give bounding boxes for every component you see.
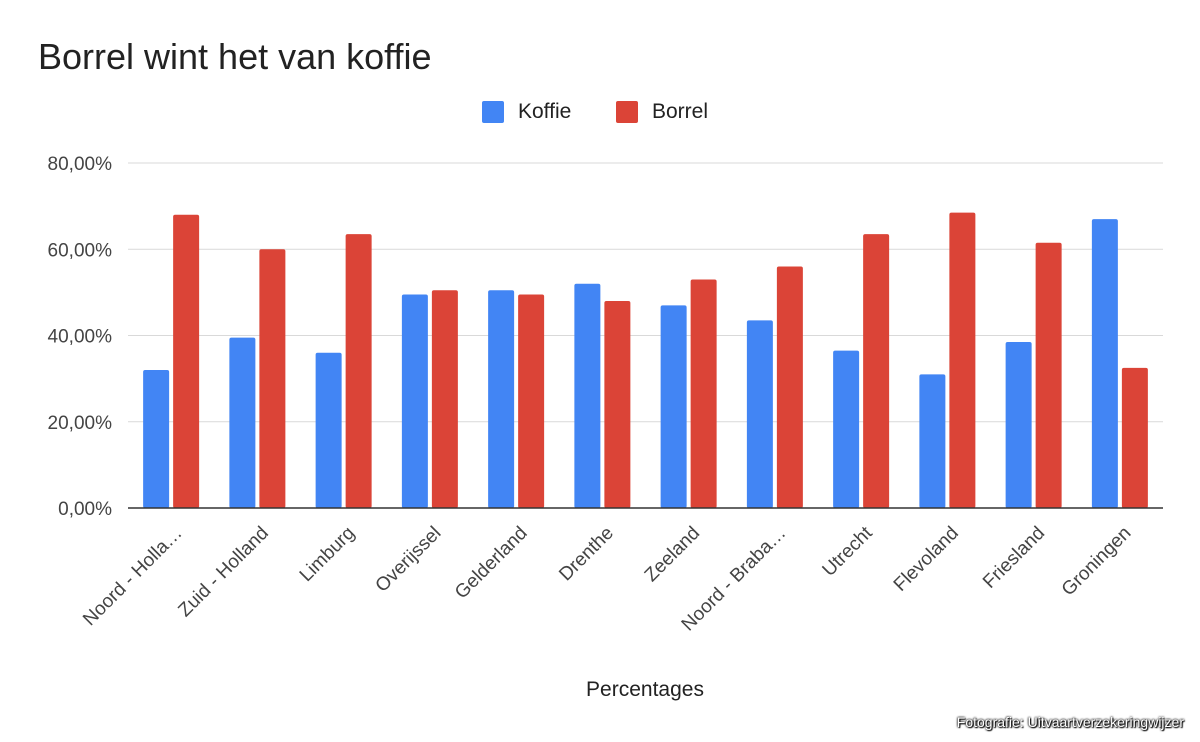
bar-borrel (259, 249, 286, 508)
bar-borrel (431, 290, 458, 508)
x-tick-label: Gelderland (451, 523, 532, 604)
bar-koffie (315, 352, 342, 508)
legend-label-borrel: Borrel (652, 100, 709, 123)
legend-swatch-borrel (616, 101, 638, 123)
y-tick-label: 80,00% (48, 154, 113, 175)
bar-borrel (863, 234, 890, 508)
bar-koffie (229, 337, 256, 508)
x-tick-label: Zuid - Holland (174, 523, 272, 621)
x-tick-label: Friesland (979, 523, 1049, 593)
x-tick-label: Zeeland (641, 523, 704, 586)
x-tick-label: Flevoland (890, 523, 963, 596)
bar-borrel (518, 294, 545, 508)
y-tick-label: 0,00% (58, 499, 112, 520)
bar-koffie (746, 320, 773, 508)
chart-legend: Koffie Borrel (0, 100, 1200, 130)
bar-koffie (1091, 219, 1118, 508)
bar-koffie (919, 374, 946, 508)
bar-koffie (1005, 341, 1032, 508)
bar-borrel (690, 279, 717, 508)
bar-koffie (401, 294, 428, 508)
y-tick-label: 60,00% (48, 240, 113, 261)
bar-borrel (173, 214, 200, 508)
bar-borrel (604, 301, 631, 508)
x-tick-label: Limburg (296, 523, 359, 586)
x-tick-label: Groningen (1058, 523, 1136, 601)
y-tick-label: 40,00% (48, 327, 113, 348)
legend-label-koffie: Koffie (518, 100, 572, 123)
bar-borrel (949, 212, 976, 508)
x-tick-label: Overijssel (372, 523, 446, 597)
x-tick-label: Utrecht (819, 522, 878, 581)
photo-credit: Fotografie: Uitvaartverzekeringwijzer (956, 714, 1184, 730)
bar-koffie (574, 283, 601, 508)
bar-borrel (1035, 242, 1062, 508)
bar-koffie (143, 370, 170, 508)
legend-swatch-koffie (482, 101, 504, 123)
bar-koffie (833, 350, 860, 508)
x-axis-title: Percentages (586, 678, 704, 701)
x-tick-label: Drenthe (555, 523, 618, 586)
bar-borrel (1121, 367, 1148, 508)
bar-borrel (776, 266, 803, 508)
chart-title: Borrel wint het van koffie (38, 36, 432, 77)
legend-item-borrel: Borrel (616, 100, 708, 124)
y-tick-label: 20,00% (48, 413, 113, 434)
x-tick-label: Noord - Holla… (79, 523, 186, 630)
legend-item-koffie: Koffie (482, 100, 571, 124)
bar-borrel (345, 234, 372, 508)
bar-koffie (488, 290, 515, 508)
bar-koffie (660, 305, 687, 508)
